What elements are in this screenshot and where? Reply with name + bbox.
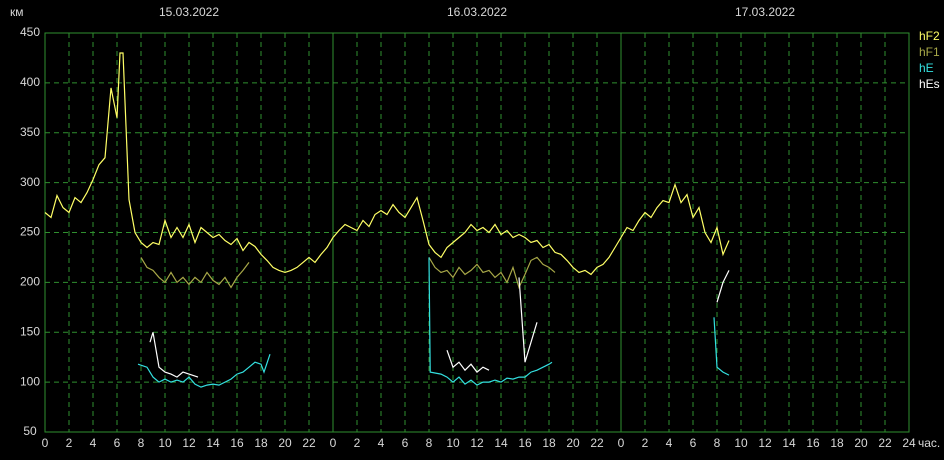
legend-entry: hEs (919, 77, 940, 91)
y-tick-label: 450 (20, 25, 40, 39)
x-tick-label: 4 (90, 436, 97, 450)
plot-border (44, 32, 910, 433)
x-tick-label: 10 (158, 436, 172, 450)
series-line (137, 257, 730, 388)
x-tick-label: 6 (690, 436, 697, 450)
x-tick-label: 14 (206, 436, 220, 450)
series-line (140, 256, 556, 290)
x-tick-label: 4 (378, 436, 385, 450)
x-tick-label: 12 (182, 436, 196, 450)
x-tick-label: 2 (354, 436, 361, 450)
series-line (149, 270, 730, 378)
x-tick-label: 12 (470, 436, 484, 450)
y-tick-label: 250 (20, 225, 40, 239)
x-tick-label: 18 (830, 436, 844, 450)
x-tick-label: 18 (542, 436, 556, 450)
x-tick-label: 8 (426, 436, 433, 450)
x-tick-label: 20 (278, 436, 292, 450)
x-tick-label: 6 (402, 436, 409, 450)
y-tick-label: 300 (20, 175, 40, 189)
x-tick-label: 10 (734, 436, 748, 450)
x-tick-label: 16 (230, 436, 244, 450)
x-tick-label: 18 (254, 436, 268, 450)
x-tick-label: 6 (114, 436, 121, 450)
x-tick-label: 22 (302, 436, 316, 450)
series-line (44, 52, 730, 276)
x-tick-label: 0 (330, 436, 337, 450)
x-tick-label: 2 (642, 436, 649, 450)
x-tick-label: 22 (878, 436, 892, 450)
x-axis-label: час. (918, 436, 940, 450)
x-tick-label: 8 (138, 436, 145, 450)
y-tick-label: 350 (20, 125, 40, 139)
y-tick-label: 100 (20, 374, 40, 388)
x-tick-label: 14 (494, 436, 508, 450)
y-axis-label: км (10, 5, 24, 19)
x-tick-label: 24 (902, 436, 916, 450)
x-tick-label: 12 (758, 436, 772, 450)
x-tick-label: 20 (854, 436, 868, 450)
x-tick-label: 16 (806, 436, 820, 450)
x-tick-label: 4 (666, 436, 673, 450)
y-tick-label: 400 (20, 75, 40, 89)
x-tick-label: 0 (42, 436, 49, 450)
y-tick-label: 200 (20, 275, 40, 289)
legend-entry: hF2 (919, 29, 940, 43)
date-label: 15.03.2022 (159, 5, 219, 19)
legend-entry: hF1 (919, 45, 940, 59)
y-tick-label: 50 (23, 424, 37, 438)
y-tick-label: 150 (20, 324, 40, 338)
legend-entry: hE (919, 61, 934, 75)
x-tick-label: 16 (518, 436, 532, 450)
date-label: 17.03.2022 (735, 5, 795, 19)
x-tick-label: 22 (590, 436, 604, 450)
x-tick-label: 10 (446, 436, 460, 450)
x-tick-label: 0 (618, 436, 625, 450)
x-tick-label: 2 (66, 436, 73, 450)
date-label: 16.03.2022 (447, 5, 507, 19)
x-tick-label: 20 (566, 436, 580, 450)
x-tick-label: 14 (782, 436, 796, 450)
x-tick-label: 8 (714, 436, 721, 450)
